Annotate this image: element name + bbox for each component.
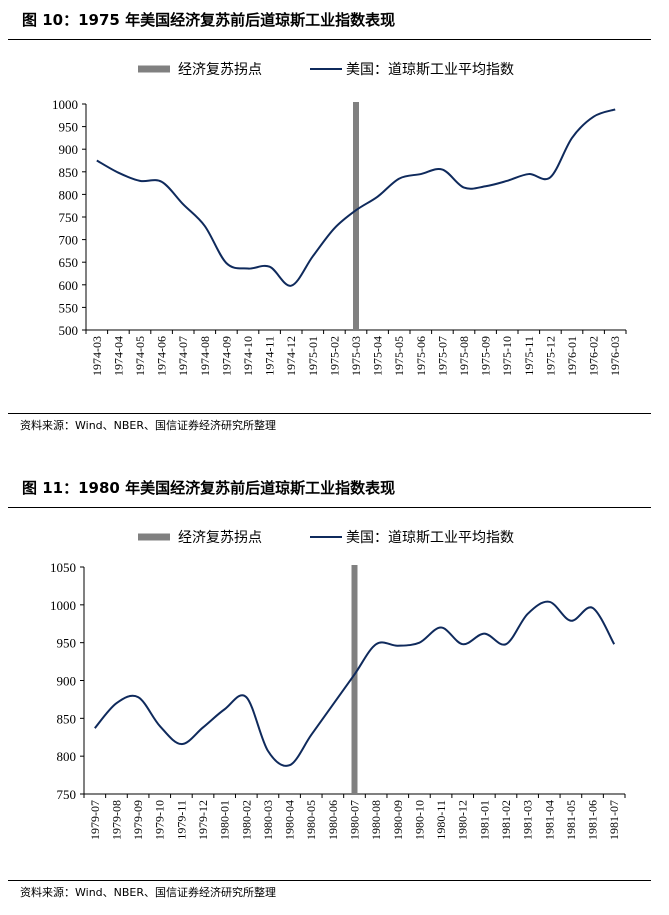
figure-2: 图 11：1980 年美国经济复苏前后道琼斯工业指数表现 经济复苏拐点 美国：道琼…: [0, 468, 669, 915]
x-tick-label: 1981-05: [564, 800, 578, 840]
x-tick-label: 1975-07: [435, 336, 449, 376]
x-tick-label: 1980-03: [261, 800, 275, 840]
x-tick-label: 1974-04: [111, 336, 125, 376]
y-tick-label: 900: [57, 674, 77, 689]
figure-source: 资料来源：Wind、NBER、国信证券经济研究所整理: [8, 413, 651, 433]
x-tick-label: 1980-06: [326, 800, 340, 840]
y-tick-label: 850: [57, 711, 77, 726]
x-tick-label: 1981-04: [542, 800, 556, 840]
y-tick-label: 600: [59, 278, 79, 293]
x-tick-label: 1974-08: [198, 336, 212, 376]
x-tick-label: 1975-10: [500, 336, 514, 376]
x-tick-label: 1979-11: [174, 800, 188, 840]
x-tick-label: 1979-08: [109, 800, 123, 840]
y-tick-label: 700: [59, 233, 79, 248]
x-tick-label: 1976-03: [608, 336, 622, 376]
x-tick-label: 1980-01: [218, 800, 232, 840]
recovery-marker-bar: [353, 102, 359, 330]
x-tick-label: 1974-06: [155, 336, 169, 376]
x-tick-label: 1980-11: [434, 800, 448, 840]
x-tick-label: 1975-04: [371, 336, 385, 376]
y-tick-label: 950: [59, 120, 79, 135]
x-tick-label: 1979-09: [131, 800, 145, 840]
y-tick-label: 1000: [50, 598, 76, 613]
figure-title: 图 11：1980 年美国经济复苏前后道琼斯工业指数表现: [8, 473, 651, 508]
x-tick-label: 1981-03: [521, 800, 535, 840]
x-tick-label: 1981-07: [607, 800, 621, 840]
legend: 经济复苏拐点 美国：道琼斯工业平均指数: [138, 61, 514, 78]
x-tick-label: 1975-02: [327, 336, 341, 376]
figure-title: 图 10：1975 年美国经济复苏前后道琼斯工业指数表现: [8, 5, 651, 40]
y-tick-label: 500: [59, 323, 79, 338]
chart-1975: 经济复苏拐点 美国：道琼斯工业平均指数 500 550 600 650 700 750 800 8…: [52, 61, 627, 376]
x-tick-label: 1974-07: [176, 336, 190, 376]
y-tick-label: 950: [57, 636, 77, 651]
x-tick-label: 1976-02: [587, 336, 601, 376]
x-tick-label: 1974-11: [263, 336, 277, 376]
x-tick-label: 1980-12: [456, 800, 470, 840]
x-tick-label: 1980-05: [304, 800, 318, 840]
y-tick-label: 850: [59, 165, 79, 180]
y-tick-label: 900: [59, 142, 79, 157]
x-tick-label: 1980-04: [283, 800, 297, 840]
figure-source: 资料来源：Wind、NBER、国信证券经济研究所整理: [8, 880, 651, 900]
legend-label: 美国：道琼斯工业平均指数: [346, 530, 514, 546]
x-tick-label: 1975-12: [543, 336, 557, 376]
x-tick-label: 1980-08: [369, 800, 383, 840]
chart-1980: 经济复苏拐点 美国：道琼斯工业平均指数 750 800 850 900 950 1000 105…: [50, 529, 626, 840]
x-tick-label: 1980-10: [412, 800, 426, 840]
x-tick-label: 1975-01: [306, 336, 320, 376]
legend-label: 经济复苏拐点: [178, 529, 262, 546]
x-tick-label: 1975-03: [349, 336, 363, 376]
y-tick-label: 800: [59, 187, 79, 202]
x-tick-label: 1975-09: [479, 336, 493, 376]
y-tick-label: 650: [59, 255, 79, 270]
x-tick-label: 1981-01: [477, 800, 491, 840]
x-tick-label: 1979-12: [196, 800, 210, 840]
x-tick-label: 1979-10: [153, 800, 167, 840]
x-tick-label: 1975-08: [457, 336, 471, 376]
x-tick-label: 1981-06: [586, 800, 600, 840]
x-tick-label: 1976-01: [565, 336, 579, 376]
x-tick-label: 1974-10: [241, 336, 255, 376]
x-tick-label: 1974-12: [284, 336, 298, 376]
x-tick-label: 1975-06: [414, 336, 428, 376]
x-tick-label: 1980-07: [348, 800, 362, 840]
legend-label: 美国：道琼斯工业平均指数: [346, 62, 514, 78]
y-tick-label: 1000: [52, 97, 78, 112]
y-tick-label: 750: [57, 787, 77, 802]
y-tick-label: 750: [59, 210, 79, 225]
x-tick-label: 1979-07: [88, 800, 102, 840]
x-tick-label: 1974-03: [90, 336, 104, 376]
x-tick-label: 1980-02: [239, 800, 253, 840]
x-tick-label: 1975-05: [392, 336, 406, 376]
x-tick-label: 1974-05: [133, 336, 147, 376]
x-tick-label: 1975-11: [522, 336, 536, 376]
y-tick-label: 800: [57, 749, 77, 764]
x-tick-label: 1981-02: [499, 800, 513, 840]
legend: 经济复苏拐点 美国：道琼斯工业平均指数: [138, 529, 514, 546]
recovery-marker-bar: [351, 565, 358, 794]
legend-label: 经济复苏拐点: [178, 61, 262, 78]
figure-1: 图 10：1975 年美国经济复苏前后道琼斯工业指数表现 经济复苏拐点 美国：道琼…: [0, 0, 669, 450]
x-tick-label: 1974-09: [219, 336, 233, 376]
y-tick-label: 1050: [50, 560, 76, 575]
y-tick-label: 550: [59, 300, 79, 315]
x-tick-label: 1980-09: [391, 800, 405, 840]
